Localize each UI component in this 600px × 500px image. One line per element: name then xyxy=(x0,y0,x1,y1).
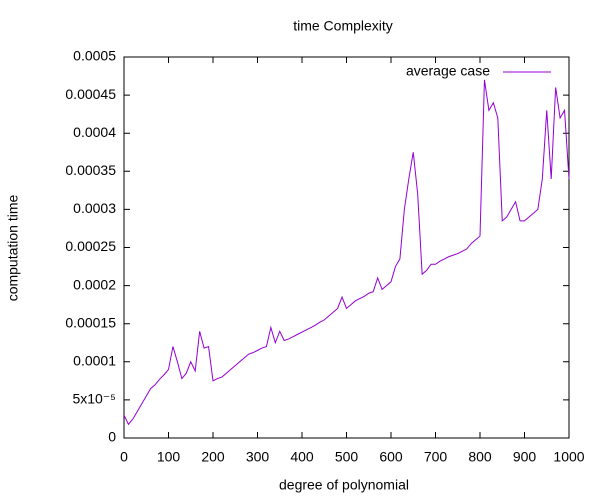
x-tick-label: 500 xyxy=(335,449,359,465)
x-tick-label: 800 xyxy=(468,449,492,465)
y-tick-label: 0.00025 xyxy=(65,238,116,254)
legend-label: average case xyxy=(406,63,490,79)
y-tick-label: 0.00045 xyxy=(65,86,116,102)
y-tick-label: 0.0001 xyxy=(73,353,116,369)
x-tick-label: 900 xyxy=(513,449,537,465)
chart-title: time Complexity xyxy=(293,18,393,34)
series-line xyxy=(123,79,570,426)
y-tick-label: 0.0004 xyxy=(73,124,116,140)
y-tick-label: 0 xyxy=(108,429,116,445)
x-axis-label: degree of polynomial xyxy=(279,477,409,493)
plot-border xyxy=(123,56,570,439)
y-tick-label: 0.0002 xyxy=(73,276,116,292)
y-tick-label: 0.00035 xyxy=(65,162,116,178)
y-tick-label: 0.00015 xyxy=(65,314,116,330)
x-tick-label: 700 xyxy=(424,449,448,465)
y-tick-label: 0.0005 xyxy=(73,48,116,64)
x-tick-label: 400 xyxy=(290,449,314,465)
y-tick-label: 5x10⁻⁵ xyxy=(72,391,116,407)
x-tick-label: 100 xyxy=(157,449,181,465)
y-axis-label: computation time xyxy=(5,194,21,301)
x-tick-label: 200 xyxy=(201,449,225,465)
x-tick-label: 300 xyxy=(246,449,270,465)
x-tick-label: 1000 xyxy=(553,449,584,465)
y-tick-label: 0.0003 xyxy=(73,200,116,216)
x-tick-label: 0 xyxy=(120,449,128,465)
x-tick-label: 600 xyxy=(379,449,403,465)
